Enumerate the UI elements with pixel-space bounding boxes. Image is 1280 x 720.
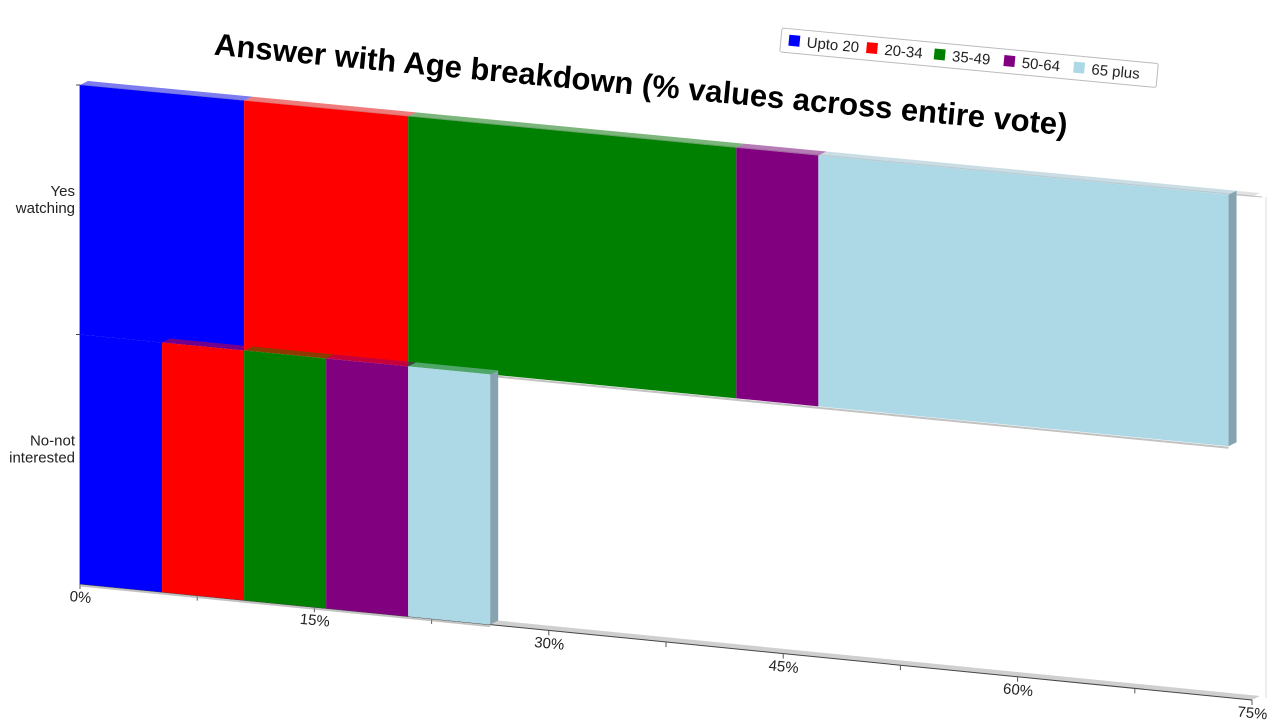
bar-top-0-1 <box>244 96 417 117</box>
bar-1-4 <box>408 366 491 625</box>
bar-1-0 <box>80 334 163 593</box>
bars <box>79 81 1237 628</box>
category-label-0-line-1: watching <box>15 200 75 217</box>
x-tick-label-5: 75% <box>1237 704 1269 720</box>
legend-label-1: 20-34 <box>884 42 924 63</box>
top-edge-line <box>79 84 1263 198</box>
x-tick-label-0: 0% <box>69 588 92 607</box>
bar-top-1-1 <box>162 338 253 351</box>
legend-swatch-0 <box>788 34 801 47</box>
bar-0-1 <box>244 100 409 367</box>
x-tick-label-3: 45% <box>768 657 800 677</box>
bar-1-1 <box>162 342 245 601</box>
bar-top-1-2 <box>244 346 335 359</box>
legend: Upto 20 20-34 35-49 50-64 65 plus <box>779 27 1159 88</box>
bar-top-0-2 <box>408 112 745 148</box>
bar-0-0 <box>80 85 245 351</box>
bar-top-1-3 <box>326 354 417 367</box>
legend-swatch-2 <box>933 48 946 61</box>
legend-label-4: 65 plus <box>1091 61 1141 82</box>
bar-top-0-4 <box>818 151 1237 195</box>
legend-swatch-3 <box>1003 55 1016 68</box>
tick-labels: Yes watching No-not interested 0% 15% 30% 45% 60… <box>9 183 1268 720</box>
bar-shadow-1 <box>79 584 491 628</box>
bar-top-1-4 <box>408 362 499 375</box>
bar-top-0-0 <box>80 81 253 101</box>
legend-box: Upto 20 20-34 35-49 50-64 65 plus <box>779 27 1159 88</box>
legend-label-0: Upto 20 <box>806 34 860 56</box>
category-label-1-line-1: interested <box>9 449 75 466</box>
x-tick-label-4: 60% <box>1002 680 1034 700</box>
category-label-0: Yes watching <box>15 183 75 217</box>
bar-0-3 <box>736 147 819 407</box>
category-label-1-line-0: No-not <box>30 432 76 449</box>
x-tick-label-2: 30% <box>533 634 565 654</box>
bar-0-2 <box>408 116 737 399</box>
x-tick-label-1: 15% <box>299 611 331 631</box>
bar-side-1 <box>490 370 499 625</box>
legend-swatch-1 <box>866 42 879 55</box>
legend-label-2: 35-49 <box>951 48 991 69</box>
bar-1-3 <box>326 358 409 617</box>
bar-top-0-3 <box>736 143 827 156</box>
bar-0-4 <box>818 155 1229 447</box>
category-label-1: No-not interested <box>9 432 76 466</box>
bar-top-1-0 <box>80 330 171 343</box>
bar-1-2 <box>244 350 327 609</box>
bar-side-0 <box>1228 190 1237 447</box>
category-label-0-line-0: Yes <box>51 183 75 200</box>
chart-top-edge <box>80 81 1260 197</box>
legend-label-3: 50-64 <box>1021 55 1061 76</box>
legend-swatch-4 <box>1073 61 1086 74</box>
